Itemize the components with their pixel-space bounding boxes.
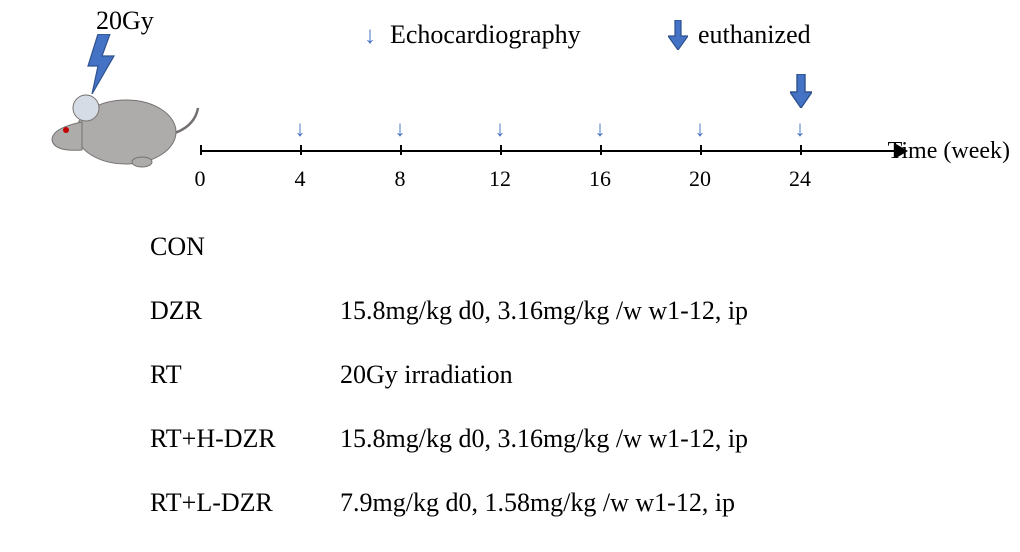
euthanized-legend-label: euthanized: [698, 20, 811, 50]
group-row: DZR15.8mg/kg d0, 3.16mg/kg /w w1-12, ip: [150, 296, 748, 326]
group-row: RT+H-DZR15.8mg/kg d0, 3.16mg/kg /w w1-12…: [150, 424, 748, 454]
timeline-tick: [800, 145, 802, 155]
echo-marker-arrow-icon: ↓: [495, 118, 506, 140]
timeline-tick: [300, 145, 302, 155]
timeline-axis-label: Time (week): [888, 138, 1010, 165]
timeline: 04↓8↓12↓16↓20↓24↓ Time (week): [200, 120, 920, 240]
timeline-tick-label: 0: [195, 166, 206, 192]
mouse-icon: [46, 66, 206, 176]
timeline-tick-label: 24: [789, 166, 811, 192]
timeline-tick-label: 20: [689, 166, 711, 192]
diagram-canvas: 20Gy // will be filled later by main bin…: [0, 0, 1020, 544]
group-row: CON: [150, 232, 748, 262]
timeline-tick-label: 16: [589, 166, 611, 192]
euthanized-marker-arrow-icon: [790, 74, 812, 108]
timeline-tick-label: 4: [295, 166, 306, 192]
timeline-tick-label: 12: [489, 166, 511, 192]
dose-label: 20Gy: [96, 6, 154, 36]
timeline-tick: [500, 145, 502, 155]
group-name: DZR: [150, 296, 340, 326]
timeline-tick: [200, 145, 202, 155]
mouse-eye: [63, 127, 69, 133]
timeline-tick-label: 8: [395, 166, 406, 192]
group-name: CON: [150, 232, 340, 262]
mouse-head: [52, 122, 82, 150]
echo-marker-arrow-icon: ↓: [795, 118, 806, 140]
echo-marker-arrow-icon: ↓: [295, 118, 306, 140]
timeline-tick: [700, 145, 702, 155]
timeline-tick: [600, 145, 602, 155]
echo-legend-label: Echocardiography: [390, 20, 581, 50]
group-name: RT+L-DZR: [150, 488, 340, 518]
group-desc: 7.9mg/kg d0, 1.58mg/kg /w w1-12, ip: [340, 488, 735, 518]
group-desc: 20Gy irradiation: [340, 360, 513, 390]
group-desc: 15.8mg/kg d0, 3.16mg/kg /w w1-12, ip: [340, 296, 748, 326]
group-name: RT: [150, 360, 340, 390]
euth-legend-arrow-shape: [668, 20, 688, 50]
groups-table: CONDZR15.8mg/kg d0, 3.16mg/kg /w w1-12, …: [150, 232, 748, 552]
group-row: RT20Gy irradiation: [150, 360, 748, 390]
timeline-tick: [400, 145, 402, 155]
mouse-foot: [132, 157, 152, 167]
timeline-axis-line: [200, 150, 900, 152]
echo-legend-arrow-icon: ↓: [364, 24, 376, 48]
group-row: RT+L-DZR7.9mg/kg d0, 1.58mg/kg /w w1-12,…: [150, 488, 748, 518]
group-desc: 15.8mg/kg d0, 3.16mg/kg /w w1-12, ip: [340, 424, 748, 454]
euthanized-legend-arrow-icon: [668, 20, 688, 50]
group-name: RT+H-DZR: [150, 424, 340, 454]
euth-marker-arrow-shape: [790, 74, 812, 108]
echo-marker-arrow-icon: ↓: [695, 118, 706, 140]
mouse-ear: [73, 95, 99, 121]
echo-marker-arrow-icon: ↓: [395, 118, 406, 140]
echo-marker-arrow-icon: ↓: [595, 118, 606, 140]
